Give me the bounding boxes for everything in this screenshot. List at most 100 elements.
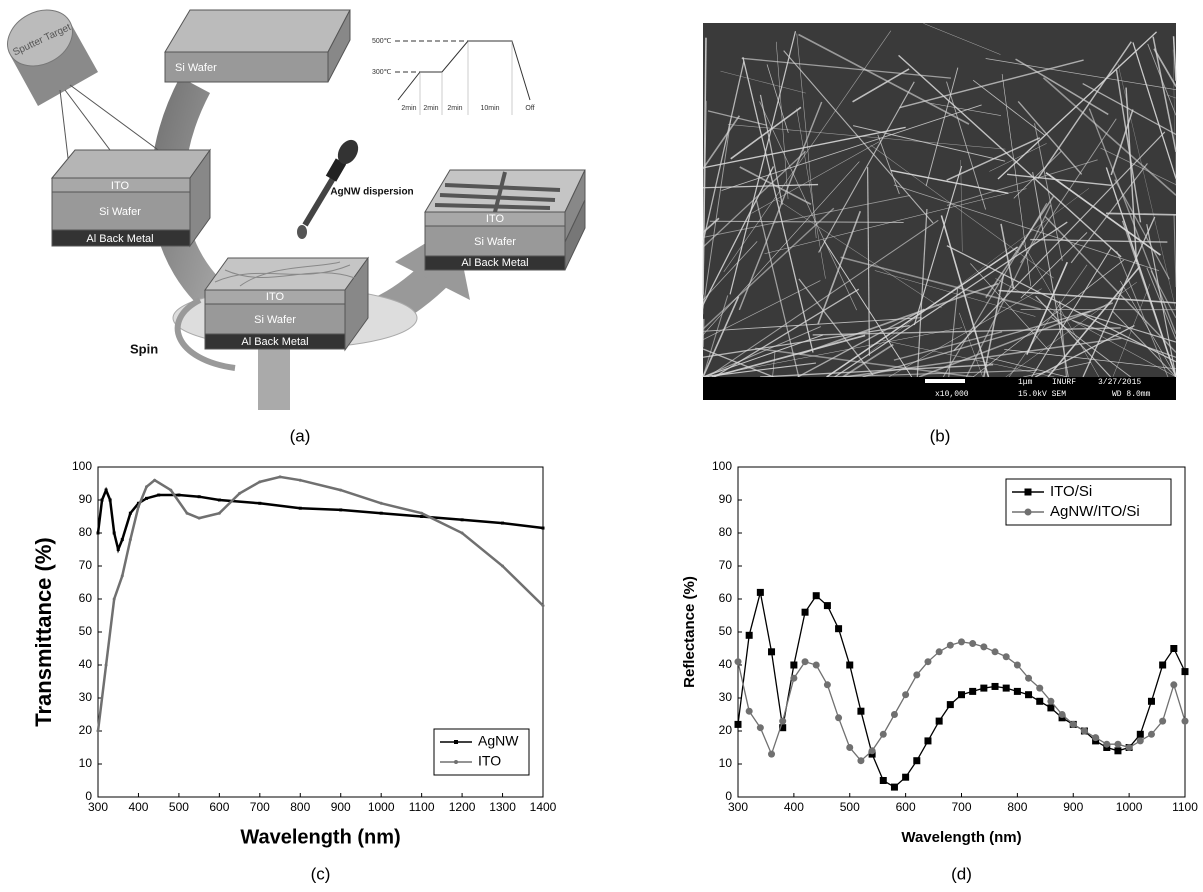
label: 2min (447, 105, 462, 112)
marker (1137, 731, 1144, 738)
label: x10,000 (935, 390, 969, 399)
marker (969, 640, 976, 647)
marker (218, 512, 221, 515)
marker (137, 505, 140, 508)
y-tick-label: 40 (79, 657, 93, 671)
marker (198, 495, 201, 498)
marker (238, 492, 241, 495)
marker (1070, 721, 1077, 728)
marker (129, 512, 132, 515)
marker (835, 625, 842, 632)
marker (1047, 704, 1054, 711)
marker (1170, 681, 1177, 688)
x-tick-label: 600 (209, 800, 229, 814)
marker (420, 515, 423, 518)
label: 1μm (1018, 378, 1033, 387)
marker (1047, 698, 1054, 705)
sem-image: 1μm INURF 3/27/2015 x10,000 15.0kV SEM W… (703, 23, 1176, 445)
marker (101, 499, 104, 502)
marker (768, 751, 775, 758)
series-line (98, 477, 543, 731)
marker (198, 517, 201, 520)
marker (802, 658, 809, 665)
wafer: Si Wafer (165, 10, 350, 82)
marker (1092, 734, 1099, 741)
marker (947, 642, 954, 649)
marker (1003, 653, 1010, 660)
marker (258, 502, 261, 505)
label: Al Back Metal (86, 233, 153, 245)
marker (177, 494, 180, 497)
marker (380, 502, 383, 505)
marker (857, 708, 864, 715)
x-tick-label: 1200 (449, 800, 476, 814)
label: Si Wafer (175, 62, 217, 74)
y-tick-label: 100 (72, 459, 92, 473)
marker (1025, 509, 1032, 516)
marker (113, 598, 116, 601)
label: AgNW dispersion (330, 187, 413, 198)
marker (880, 777, 887, 784)
y-tick-label: 60 (719, 591, 733, 605)
wafer-stack: ITO Si Wafer Al Back Metal (425, 170, 585, 270)
marker (542, 604, 545, 607)
y-tick-label: 20 (79, 723, 93, 737)
marker (1170, 645, 1177, 652)
label: Al Back Metal (241, 336, 308, 348)
x-tick-label: 500 (840, 800, 860, 814)
label: 15.0kV SEM (1018, 390, 1066, 399)
marker (880, 731, 887, 738)
label: 10min (480, 105, 499, 112)
marker (169, 489, 172, 492)
x-tick-label: 1100 (409, 800, 435, 814)
x-tick-label: 400 (128, 800, 148, 814)
label: 500℃ (372, 38, 392, 45)
x-tick-label: 700 (250, 800, 270, 814)
y-tick-label: 60 (79, 591, 93, 605)
marker (813, 592, 820, 599)
marker (992, 683, 999, 690)
marker (1126, 744, 1133, 751)
dropper: AgNW dispersion (297, 136, 414, 239)
marker (869, 747, 876, 754)
legend-label: AgNW/ITO/Si (1050, 503, 1140, 520)
marker (735, 721, 742, 728)
marker (958, 638, 965, 645)
caption: (b) (930, 426, 951, 445)
wafer-stack: ITO Si Wafer Al Back Metal (52, 150, 210, 246)
x-tick-label: 700 (951, 800, 971, 814)
label: Al Back Metal (461, 257, 528, 269)
marker (1159, 662, 1166, 669)
temperature-profile: 500℃ 300℃ 2min 2min 2min 10min Off (372, 38, 535, 115)
x-tick-label: 600 (896, 800, 916, 814)
marker (105, 664, 108, 667)
diagram: Sputter Target Si Wafer ITO Si Wafer Al … (0, 0, 585, 445)
marker (902, 691, 909, 698)
label: Si Wafer (99, 206, 141, 218)
y-tick-label: 80 (79, 525, 93, 539)
legend-label: ITO (478, 753, 501, 769)
label: 300℃ (372, 69, 392, 76)
marker (813, 662, 820, 669)
marker (969, 688, 976, 695)
label: INURF (1052, 378, 1076, 387)
marker (746, 708, 753, 715)
marker (218, 499, 221, 502)
series-line (98, 490, 543, 549)
marker (802, 609, 809, 616)
marker (936, 648, 943, 655)
x-tick-label: 800 (1007, 800, 1027, 814)
y-tick-label: 90 (719, 492, 733, 506)
marker (109, 499, 112, 502)
x-tick-label: 1000 (368, 800, 395, 814)
marker (113, 532, 116, 535)
figure: Sputter Target Si Wafer ITO Si Wafer Al … (0, 0, 1203, 887)
x-axis-label: Wavelength (nm) (901, 829, 1021, 846)
label: Off (525, 105, 534, 112)
marker (153, 479, 156, 482)
y-tick-label: 50 (79, 624, 93, 638)
x-tick-label: 1300 (489, 800, 516, 814)
marker (735, 658, 742, 665)
y-tick-label: 70 (719, 558, 733, 572)
marker (1003, 685, 1010, 692)
